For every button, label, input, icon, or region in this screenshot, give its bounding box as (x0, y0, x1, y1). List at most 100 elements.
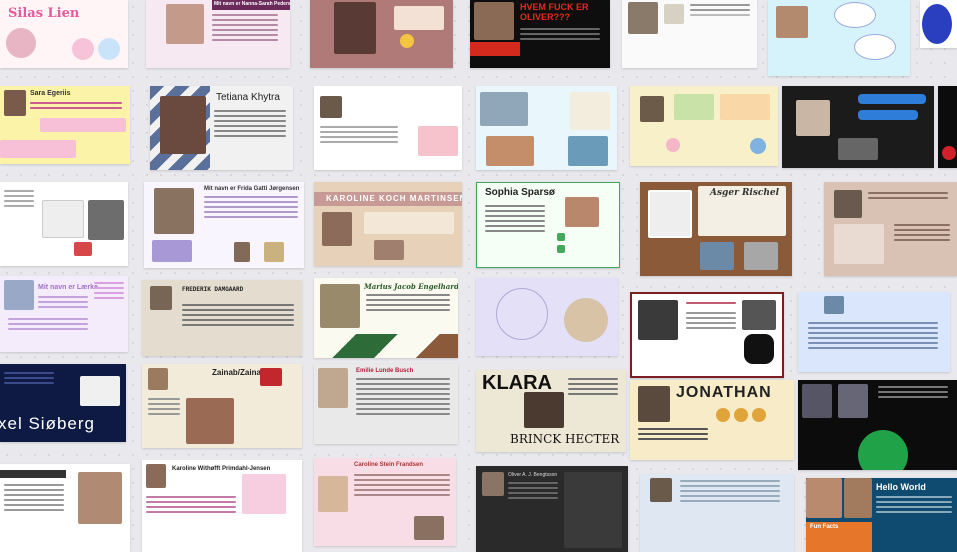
photo (650, 478, 672, 502)
slide-bottom-left[interactable] (0, 464, 130, 552)
slide-title: Oliver A. J. Bengtsson (508, 472, 558, 478)
slide-title: Sara Egeriis (30, 90, 71, 97)
slide-title: Asger Rischel (710, 188, 780, 198)
photo (570, 92, 610, 130)
photo (638, 386, 670, 422)
slide-dark-chat[interactable] (782, 86, 934, 168)
photo (524, 392, 564, 428)
emoji-icon (400, 34, 414, 48)
slide-nanna[interactable]: Mit navn er Nanna-Sarah Pedersen (146, 0, 290, 68)
slide-oliver[interactable]: HVEM FUCK ER OLIVER??? (470, 0, 610, 68)
slide-portfolio-white[interactable] (314, 86, 462, 170)
text-card (80, 376, 120, 406)
slide-title: Mit navn er Lærke (38, 284, 98, 291)
slide-collage-blue[interactable] (476, 86, 617, 170)
photo (150, 286, 172, 310)
slide-sophia[interactable]: Sophia Sparsø (476, 182, 620, 268)
slide-subtitle: BRINCK HECTER (510, 432, 620, 446)
text-card (698, 186, 786, 236)
check-icon (557, 233, 565, 241)
slide-larke[interactable]: Mit navn er Lærke (0, 276, 128, 352)
flag-icon (260, 368, 282, 386)
slide-title: Silas Lien (8, 6, 80, 21)
photo (700, 242, 734, 270)
slide-karoline[interactable]: KAROLINE KOCH MARTINSEN (314, 182, 462, 266)
photo (806, 478, 842, 518)
slide-nana-roma[interactable] (476, 278, 618, 356)
text-card (394, 6, 444, 30)
slide-title: Marius Jacob Engelhardt (364, 282, 458, 291)
slide-hello-world[interactable]: Hello World Fun Facts (806, 478, 957, 552)
photo (374, 240, 404, 260)
slide-frederik[interactable]: FREDERIK DAMGAARD (142, 280, 302, 356)
slide-title: FREDERIK DAMGAARD (182, 286, 244, 293)
slide-zainab[interactable]: Zainab/Zaina (142, 364, 302, 448)
photo (664, 4, 684, 24)
photo (322, 212, 352, 246)
slide-caroline[interactable]: Caroline Stein Frandsen (314, 458, 456, 546)
slide-title: KAROLINE KOCH MARTINSEN (326, 194, 462, 203)
slide-dark-green[interactable] (798, 380, 957, 470)
slide-melanie[interactable] (630, 292, 784, 378)
photo (146, 464, 166, 488)
sticker (72, 38, 94, 60)
slide-marius[interactable]: Marius Jacob Engelhardt (314, 278, 458, 358)
photo (628, 2, 658, 34)
photo (148, 368, 168, 390)
photo (414, 516, 444, 540)
slide-photo-board[interactable] (310, 0, 453, 68)
slide-title: Hello World (876, 482, 926, 492)
check-icon (557, 245, 565, 253)
shape (858, 430, 908, 470)
slide-white-notes[interactable] (622, 0, 757, 68)
slide-oliver-b[interactable]: Oliver A. J. Bengtsson (476, 466, 628, 552)
slide-klara[interactable]: KLARA BRINCK HECTER (476, 370, 626, 452)
slide-silas-lien[interactable]: Silas Lien (0, 0, 128, 68)
slide-partial-dark[interactable] (938, 86, 957, 168)
photo (4, 280, 34, 310)
photo (640, 96, 664, 122)
chat-bubble (858, 110, 918, 120)
slide-title: KLARA (482, 372, 552, 394)
slide-asger[interactable]: Asger Rischel (640, 182, 792, 276)
slide-title: Caroline Stein Frandsen (354, 462, 424, 468)
photo (564, 298, 608, 342)
text-card (674, 94, 714, 120)
photo (334, 2, 376, 54)
slide-tan-card[interactable] (824, 182, 957, 276)
photo (834, 190, 862, 218)
text-card (42, 200, 84, 238)
slide-title: xel Siøberg (0, 414, 95, 433)
slide-mindmap[interactable] (768, 0, 910, 76)
photo (4, 90, 26, 116)
slide-sara[interactable]: Sara Egeriis (0, 86, 130, 164)
text-card (834, 224, 884, 264)
photo (838, 138, 878, 160)
coin-icon (752, 408, 766, 422)
slide-emilie[interactable]: Emilie Lunde Busch (314, 364, 458, 444)
photo (166, 4, 204, 44)
map-shape (744, 334, 774, 364)
slide-tetiana[interactable]: Tetiana Khytra (150, 86, 293, 170)
photo (320, 96, 342, 118)
slide-partial-blue[interactable] (920, 0, 957, 48)
slide-axel[interactable]: xel Siøberg (0, 364, 126, 442)
text-card (364, 212, 454, 234)
slide-pastel-cards[interactable] (630, 86, 778, 166)
photo (482, 472, 504, 496)
slide-title: Mit navn er Frida Gatti Jørgensen (204, 186, 300, 192)
slide-partial-left[interactable] (0, 182, 128, 266)
photo (844, 478, 872, 518)
photo (568, 136, 608, 166)
photo (88, 200, 124, 240)
slide-karoline-withofft[interactable]: Karoline Withøfft Primdahl-Jensen (142, 460, 302, 552)
mountain-illustration (314, 334, 458, 358)
slide-blue-list[interactable] (798, 292, 950, 372)
slide-profile-blue[interactable] (640, 474, 794, 552)
slide-title: Tetiana Khytra (216, 92, 280, 103)
photo (744, 242, 778, 270)
slide-frida[interactable]: Mit navn er Frida Gatti Jørgensen (144, 182, 304, 268)
slide-jonathan[interactable]: JONATHAN (630, 380, 794, 460)
slide-title: JONATHAN (676, 384, 772, 401)
